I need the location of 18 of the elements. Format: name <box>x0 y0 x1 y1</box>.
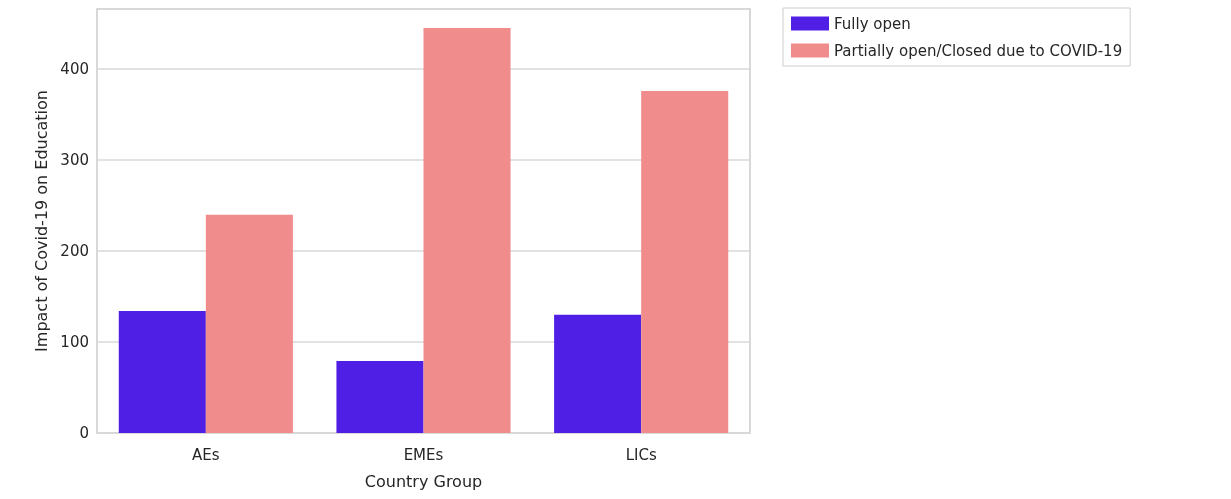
bar <box>118 311 206 433</box>
x-tick-label: AEs <box>192 445 220 464</box>
bar <box>205 214 293 433</box>
y-tick-label: 400 <box>60 60 89 79</box>
bar <box>554 314 642 433</box>
x-axis-title: Country Group <box>364 471 483 491</box>
legend-label: Partially open/Closed due to COVID-19 <box>834 41 1123 60</box>
bar <box>423 28 511 433</box>
y-tick-label: 0 <box>79 424 89 442</box>
y-tick-label: 300 <box>60 151 89 170</box>
y-tick-label: 100 <box>60 333 89 352</box>
y-axis-title: Impact of Covid-19 on Education <box>31 90 51 352</box>
x-tick-label: LICs <box>625 445 657 464</box>
bar <box>336 361 424 433</box>
x-tick-label: EMEs <box>403 445 444 464</box>
legend-label: Fully open <box>834 14 911 33</box>
bar <box>641 90 729 433</box>
y-tick-label: 200 <box>60 242 89 261</box>
